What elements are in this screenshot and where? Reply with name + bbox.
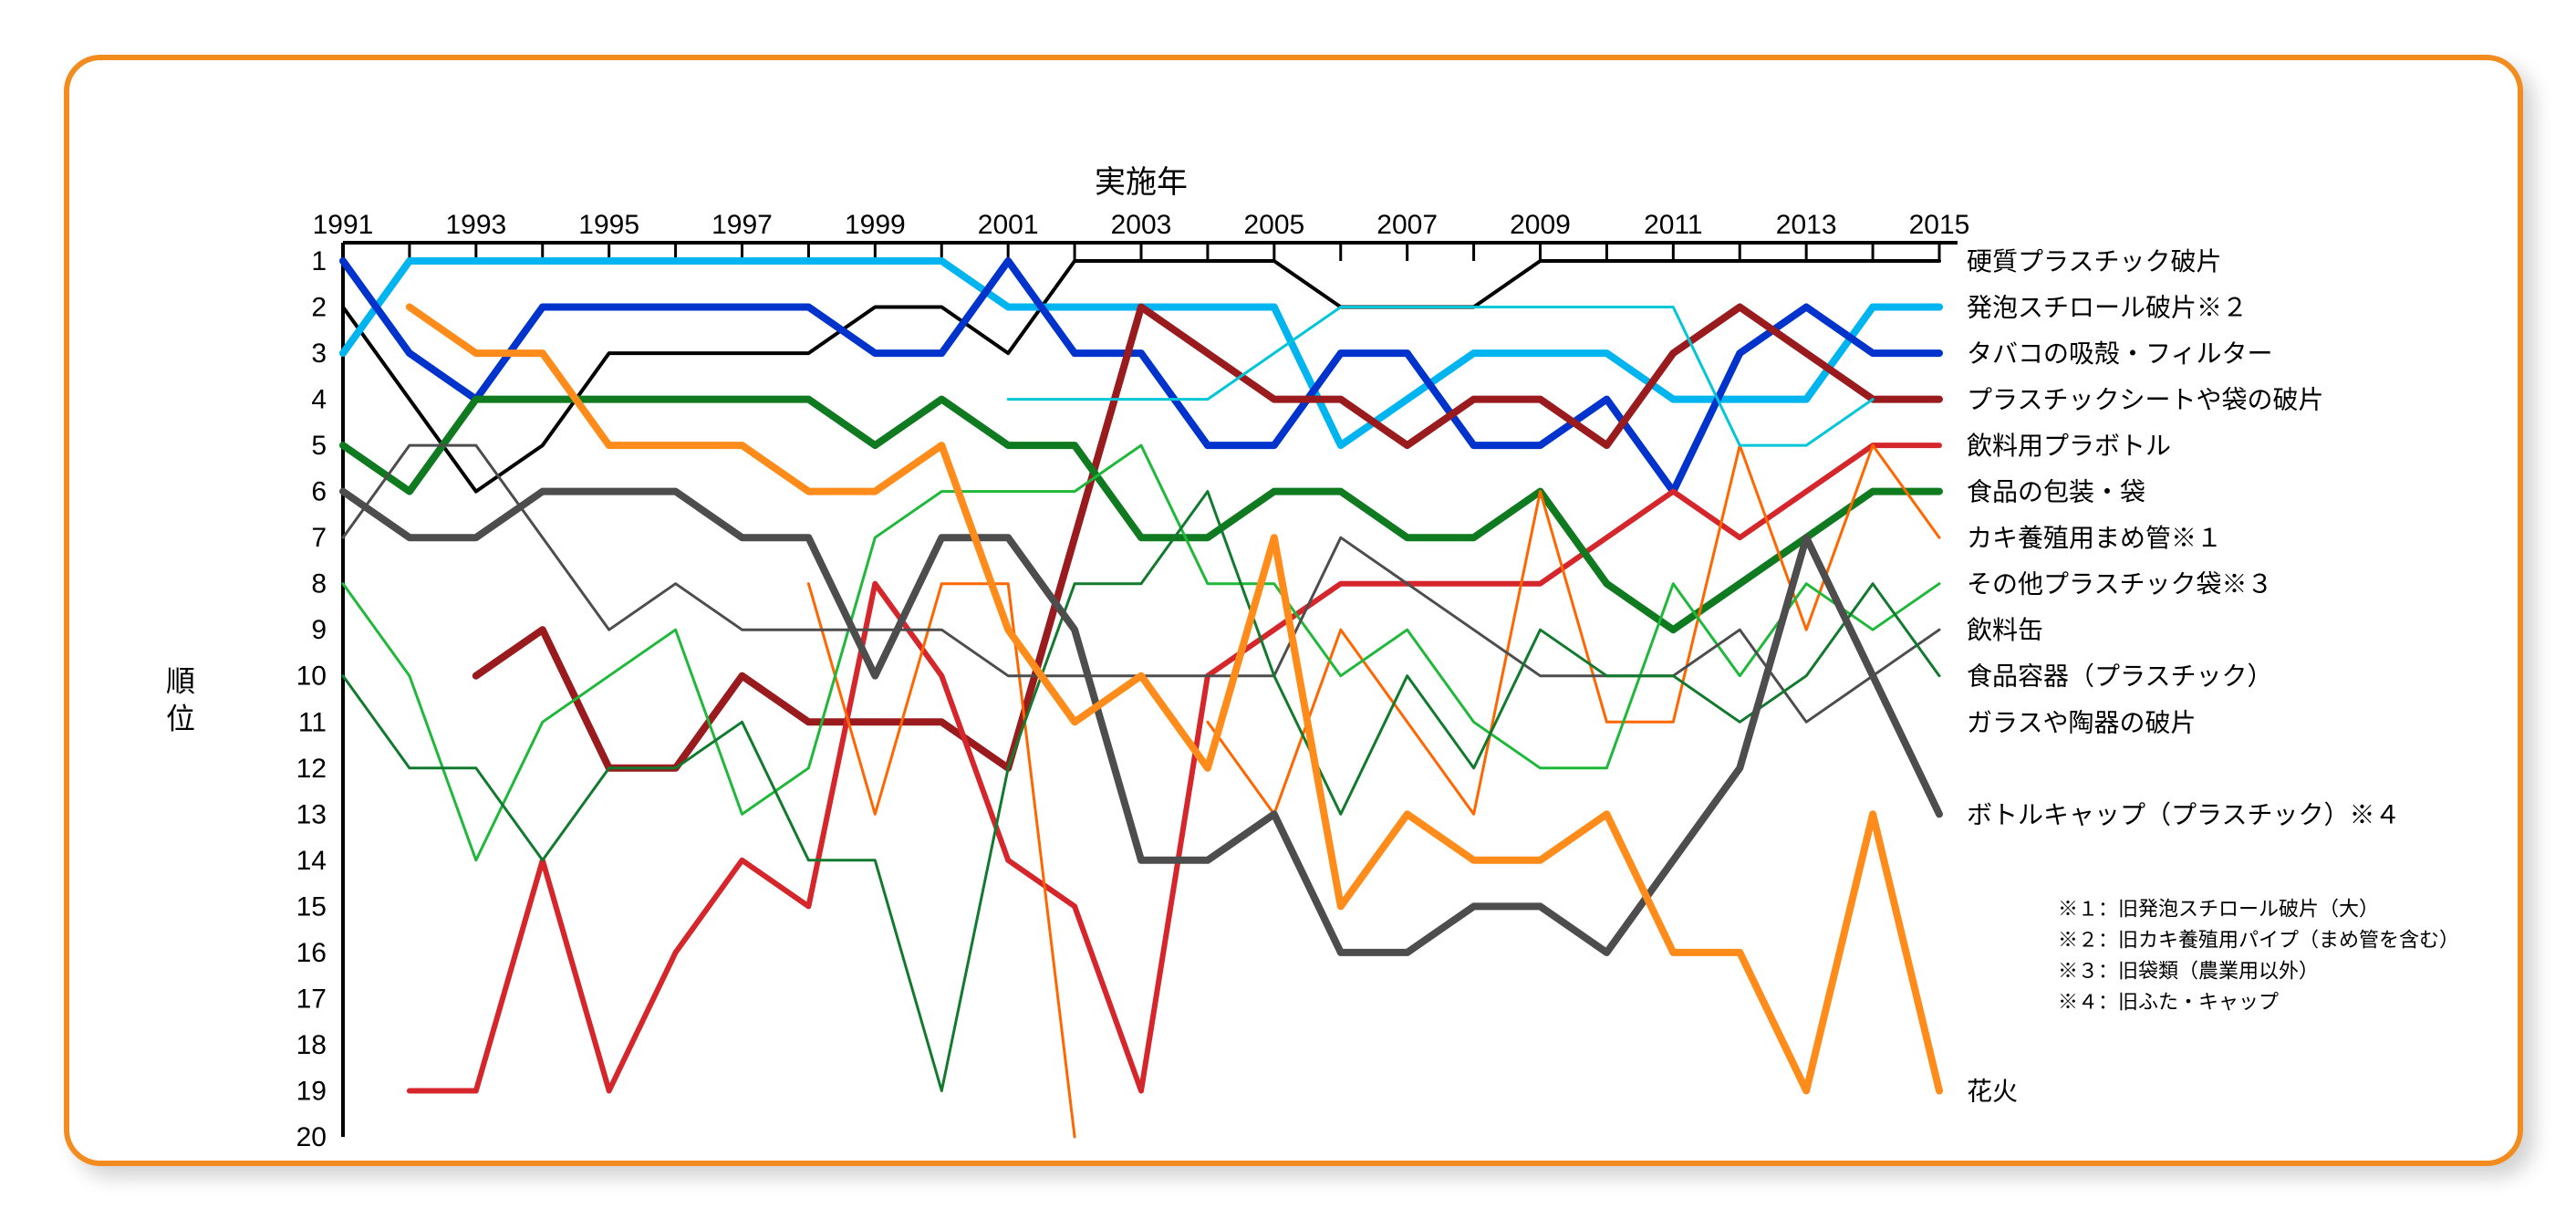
y-tick-label: 20	[296, 1122, 327, 1152]
legend-label: プラスチックシートや袋の破片	[1967, 386, 2323, 414]
x-tick-label: 1999	[845, 210, 906, 240]
legend-label: その他プラスチック袋※３	[1967, 570, 2272, 599]
line-chart: 実施年1991199319951997199920012003200520072…	[69, 60, 2518, 1161]
x-tick-label: 2001	[978, 210, 1039, 240]
legend-label: 食品容器（プラスチック）	[1967, 662, 2272, 691]
legend-label: タバコの吸殻・フィルター	[1967, 339, 2272, 368]
series-line	[410, 307, 1939, 1091]
chart-card: 実施年1991199319951997199920012003200520072…	[64, 55, 2523, 1166]
x-tick-label: 2009	[1510, 210, 1571, 240]
footnote: ※１：旧発泡スチロール破片（大）	[2058, 897, 2379, 920]
y-tick-label: 14	[296, 846, 327, 876]
footnote: ※２：旧カキ養殖用パイプ（まめ管を含む）	[2058, 928, 2459, 951]
y-tick-label: 1	[311, 246, 327, 276]
y-tick-label: 13	[296, 799, 327, 829]
y-tick-label: 15	[296, 891, 327, 922]
x-tick-label: 1991	[313, 210, 374, 240]
legend-label: 食品の包装・袋	[1967, 478, 2145, 506]
legend-label: ボトルキャップ（プラスチック）※４	[1967, 800, 2400, 828]
y-tick-label: 18	[296, 1030, 327, 1060]
x-tick-label: 2011	[1644, 210, 1703, 240]
y-tick-label: 9	[311, 615, 327, 645]
y-tick-label: 7	[311, 523, 327, 553]
y-tick-label: 12	[296, 754, 327, 784]
y-tick-label: 17	[296, 984, 327, 1014]
y-tick-label: 4	[311, 385, 327, 415]
x-axis-title: 実施年	[1095, 165, 1188, 200]
legend-label: カキ養殖用まめ管※１	[1967, 524, 2222, 552]
footnote: ※４：旧ふた・キャップ	[2058, 990, 2279, 1013]
series-line	[343, 261, 1939, 492]
y-tick-label: 5	[311, 431, 327, 461]
legend-label: 硬質プラスチック破片	[1967, 247, 2221, 276]
x-tick-label: 1995	[578, 210, 639, 240]
chart-svg-container: 実施年1991199319951997199920012003200520072…	[69, 60, 2518, 1161]
y-tick-label: 10	[296, 662, 327, 692]
page-root: 実施年1991199319951997199920012003200520072…	[0, 0, 2576, 1219]
x-tick-label: 2003	[1111, 210, 1172, 240]
x-tick-label: 2013	[1776, 210, 1837, 240]
y-tick-label: 16	[296, 938, 327, 968]
x-tick-label: 1993	[445, 210, 506, 240]
y-tick-label: 8	[311, 569, 327, 599]
y-tick-label: 19	[296, 1076, 327, 1106]
y-tick-label: 3	[311, 339, 327, 369]
legend-label: 花火	[1967, 1077, 2018, 1105]
x-tick-label: 1997	[712, 210, 773, 240]
x-tick-label: 2007	[1376, 210, 1438, 240]
x-tick-label: 2005	[1243, 210, 1304, 240]
y-tick-label: 2	[311, 293, 327, 323]
series-line	[343, 261, 1939, 492]
series-line	[343, 492, 1939, 953]
legend-label: ガラスや陶器の破片	[1967, 708, 2196, 736]
legend-label: 飲料用プラボトル	[1967, 432, 2171, 460]
x-tick-label: 2015	[1909, 210, 1970, 240]
y-axis-title: 順 位	[162, 666, 195, 733]
y-tick-label: 6	[311, 477, 327, 507]
legend-label: 飲料缶	[1967, 616, 2043, 644]
legend-label: 発泡スチロール破片※２	[1967, 294, 2248, 322]
footnote: ※３：旧袋類（農業用以外）	[2058, 959, 2319, 982]
y-tick-label: 11	[298, 707, 327, 737]
